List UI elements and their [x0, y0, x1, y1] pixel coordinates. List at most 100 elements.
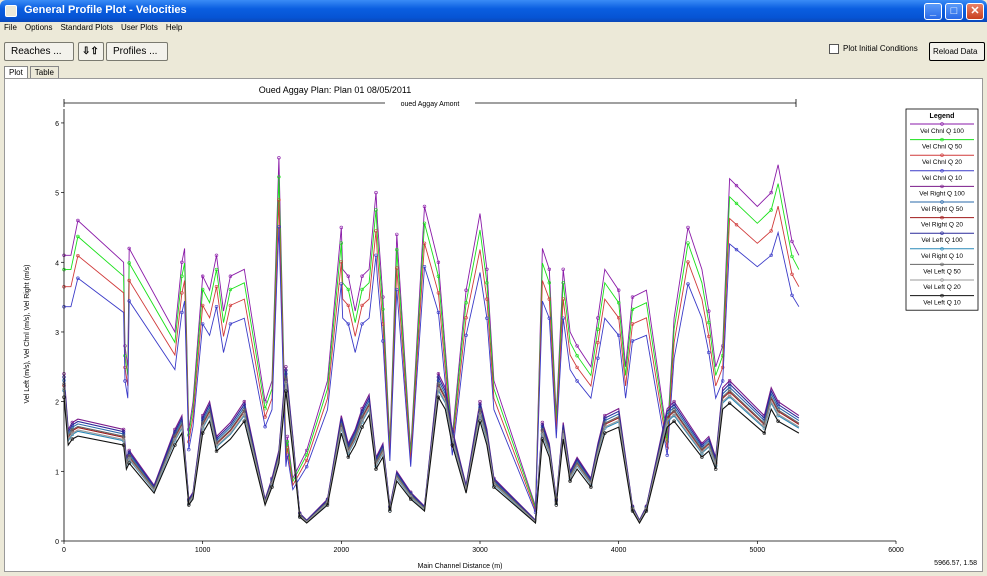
series-point — [187, 447, 191, 452]
series-point — [339, 282, 343, 286]
window-title: General Profile Plot - Velocities — [24, 4, 187, 16]
series-point — [180, 310, 184, 315]
legend-entry: Vel Left Q 20 — [923, 284, 961, 291]
y-axis-label: Vel Left (m/s), Vel Chnl (m/s), Vel Righ… — [24, 265, 31, 404]
series-point — [464, 301, 468, 305]
maximize-button[interactable]: □ — [945, 3, 963, 20]
series-point — [727, 401, 732, 405]
menu-options[interactable]: Options — [24, 23, 53, 32]
series-point — [485, 297, 489, 301]
series-point — [214, 305, 219, 309]
series-point — [436, 291, 441, 295]
series-point — [76, 234, 80, 239]
tab-plot[interactable]: Plot — [4, 66, 28, 78]
minimize-button[interactable]: _ — [924, 3, 942, 20]
view-tabs: Plot Table — [4, 66, 61, 79]
series-point — [285, 446, 289, 450]
y-tick-label: 1 — [55, 469, 59, 476]
series-line-2 — [64, 199, 800, 511]
plot-initial-conditions-label: Plot Initial Conditions — [843, 44, 918, 54]
series-point — [485, 281, 489, 285]
series-point — [769, 229, 773, 233]
series-point — [76, 218, 80, 223]
series-point — [360, 409, 364, 413]
series-line-3 — [64, 226, 800, 513]
menu-standard-plots[interactable]: Standard Plots — [60, 23, 113, 32]
coordinate-readout: 5966.57, 1.58 — [934, 560, 977, 567]
series-point — [672, 402, 676, 407]
series-point — [734, 223, 739, 227]
x-tick-label: 4000 — [611, 547, 627, 554]
series-point — [665, 453, 669, 457]
series-point — [547, 316, 551, 320]
series-point — [492, 485, 496, 489]
series-point — [436, 387, 441, 391]
plot-initial-conditions-checkbox[interactable] — [829, 44, 839, 54]
menu-file[interactable]: File — [4, 23, 17, 32]
series-point — [374, 467, 378, 471]
series-point — [201, 322, 205, 326]
series-point — [201, 274, 205, 278]
series-point — [374, 208, 378, 212]
y-tick-label: 4 — [55, 260, 59, 267]
series-point — [478, 408, 482, 412]
menu-help[interactable]: Help — [165, 23, 183, 32]
reload-data-button[interactable]: Reload Data — [929, 42, 985, 61]
legend-marker — [940, 137, 944, 142]
series-point — [360, 303, 364, 308]
legend-marker — [940, 122, 944, 126]
series-point — [707, 334, 711, 339]
velocity-profile-chart[interactable]: 0 1 2 3 4 5 6 0 1000 2000 3000 4000 5000 6000 Oued Ag… — [5, 79, 982, 571]
series-point — [214, 449, 219, 453]
series-point — [284, 375, 288, 379]
plot-initial-conditions[interactable]: Plot Initial Conditions — [829, 44, 918, 58]
tab-table[interactable]: Table — [29, 66, 59, 78]
series-point — [540, 437, 545, 441]
series-point — [561, 316, 565, 320]
series-point — [70, 431, 75, 435]
series-point — [277, 225, 281, 229]
series-point — [561, 281, 565, 285]
series-point — [616, 316, 621, 320]
series-point — [700, 443, 704, 448]
series-point — [228, 322, 233, 326]
close-button[interactable]: ✕ — [966, 3, 984, 20]
series-point — [707, 309, 711, 313]
series-point — [395, 266, 399, 270]
series-point — [127, 456, 131, 461]
series-point — [201, 431, 205, 435]
series-point — [70, 428, 75, 432]
reorder-arrows-button[interactable]: ⇩⇧ — [78, 42, 104, 61]
series-point — [776, 408, 780, 412]
series-point — [707, 320, 711, 325]
series-point — [790, 272, 794, 277]
legend-entry: Vel Left Q 100 — [921, 237, 963, 244]
menu-user-plots[interactable]: User Plots — [120, 23, 158, 32]
series-point — [214, 267, 219, 272]
legend-entry: Vel Right Q 20 — [921, 222, 963, 229]
menu-bar: File Options Standard Plots User Plots Help — [0, 22, 987, 36]
series-point — [374, 229, 378, 233]
series-point — [127, 246, 131, 251]
series-point — [630, 295, 635, 299]
series-line-0 — [64, 157, 800, 507]
series-point — [127, 450, 131, 454]
series-point — [540, 420, 545, 425]
chart-title: Oued Aggay Plan: Plan 01 08/05/2011 — [259, 85, 411, 95]
legend-entry: Vel Right Q 10 — [921, 253, 963, 260]
y-tick-label: 0 — [55, 539, 59, 546]
series-point — [360, 425, 364, 429]
profiles-button[interactable]: Profiles ... — [106, 42, 168, 61]
series-point — [346, 287, 350, 292]
series-point — [395, 248, 399, 252]
series-point — [700, 455, 704, 459]
series-point — [173, 437, 177, 442]
series-line-10 — [63, 382, 800, 524]
series-point — [436, 260, 441, 265]
reaches-button[interactable]: Reaches ... — [4, 42, 74, 61]
series-point — [298, 515, 302, 519]
legend-marker — [940, 153, 944, 157]
x-tick-label: 2000 — [334, 547, 350, 554]
series-point — [263, 415, 267, 419]
legend-marker — [940, 278, 944, 282]
